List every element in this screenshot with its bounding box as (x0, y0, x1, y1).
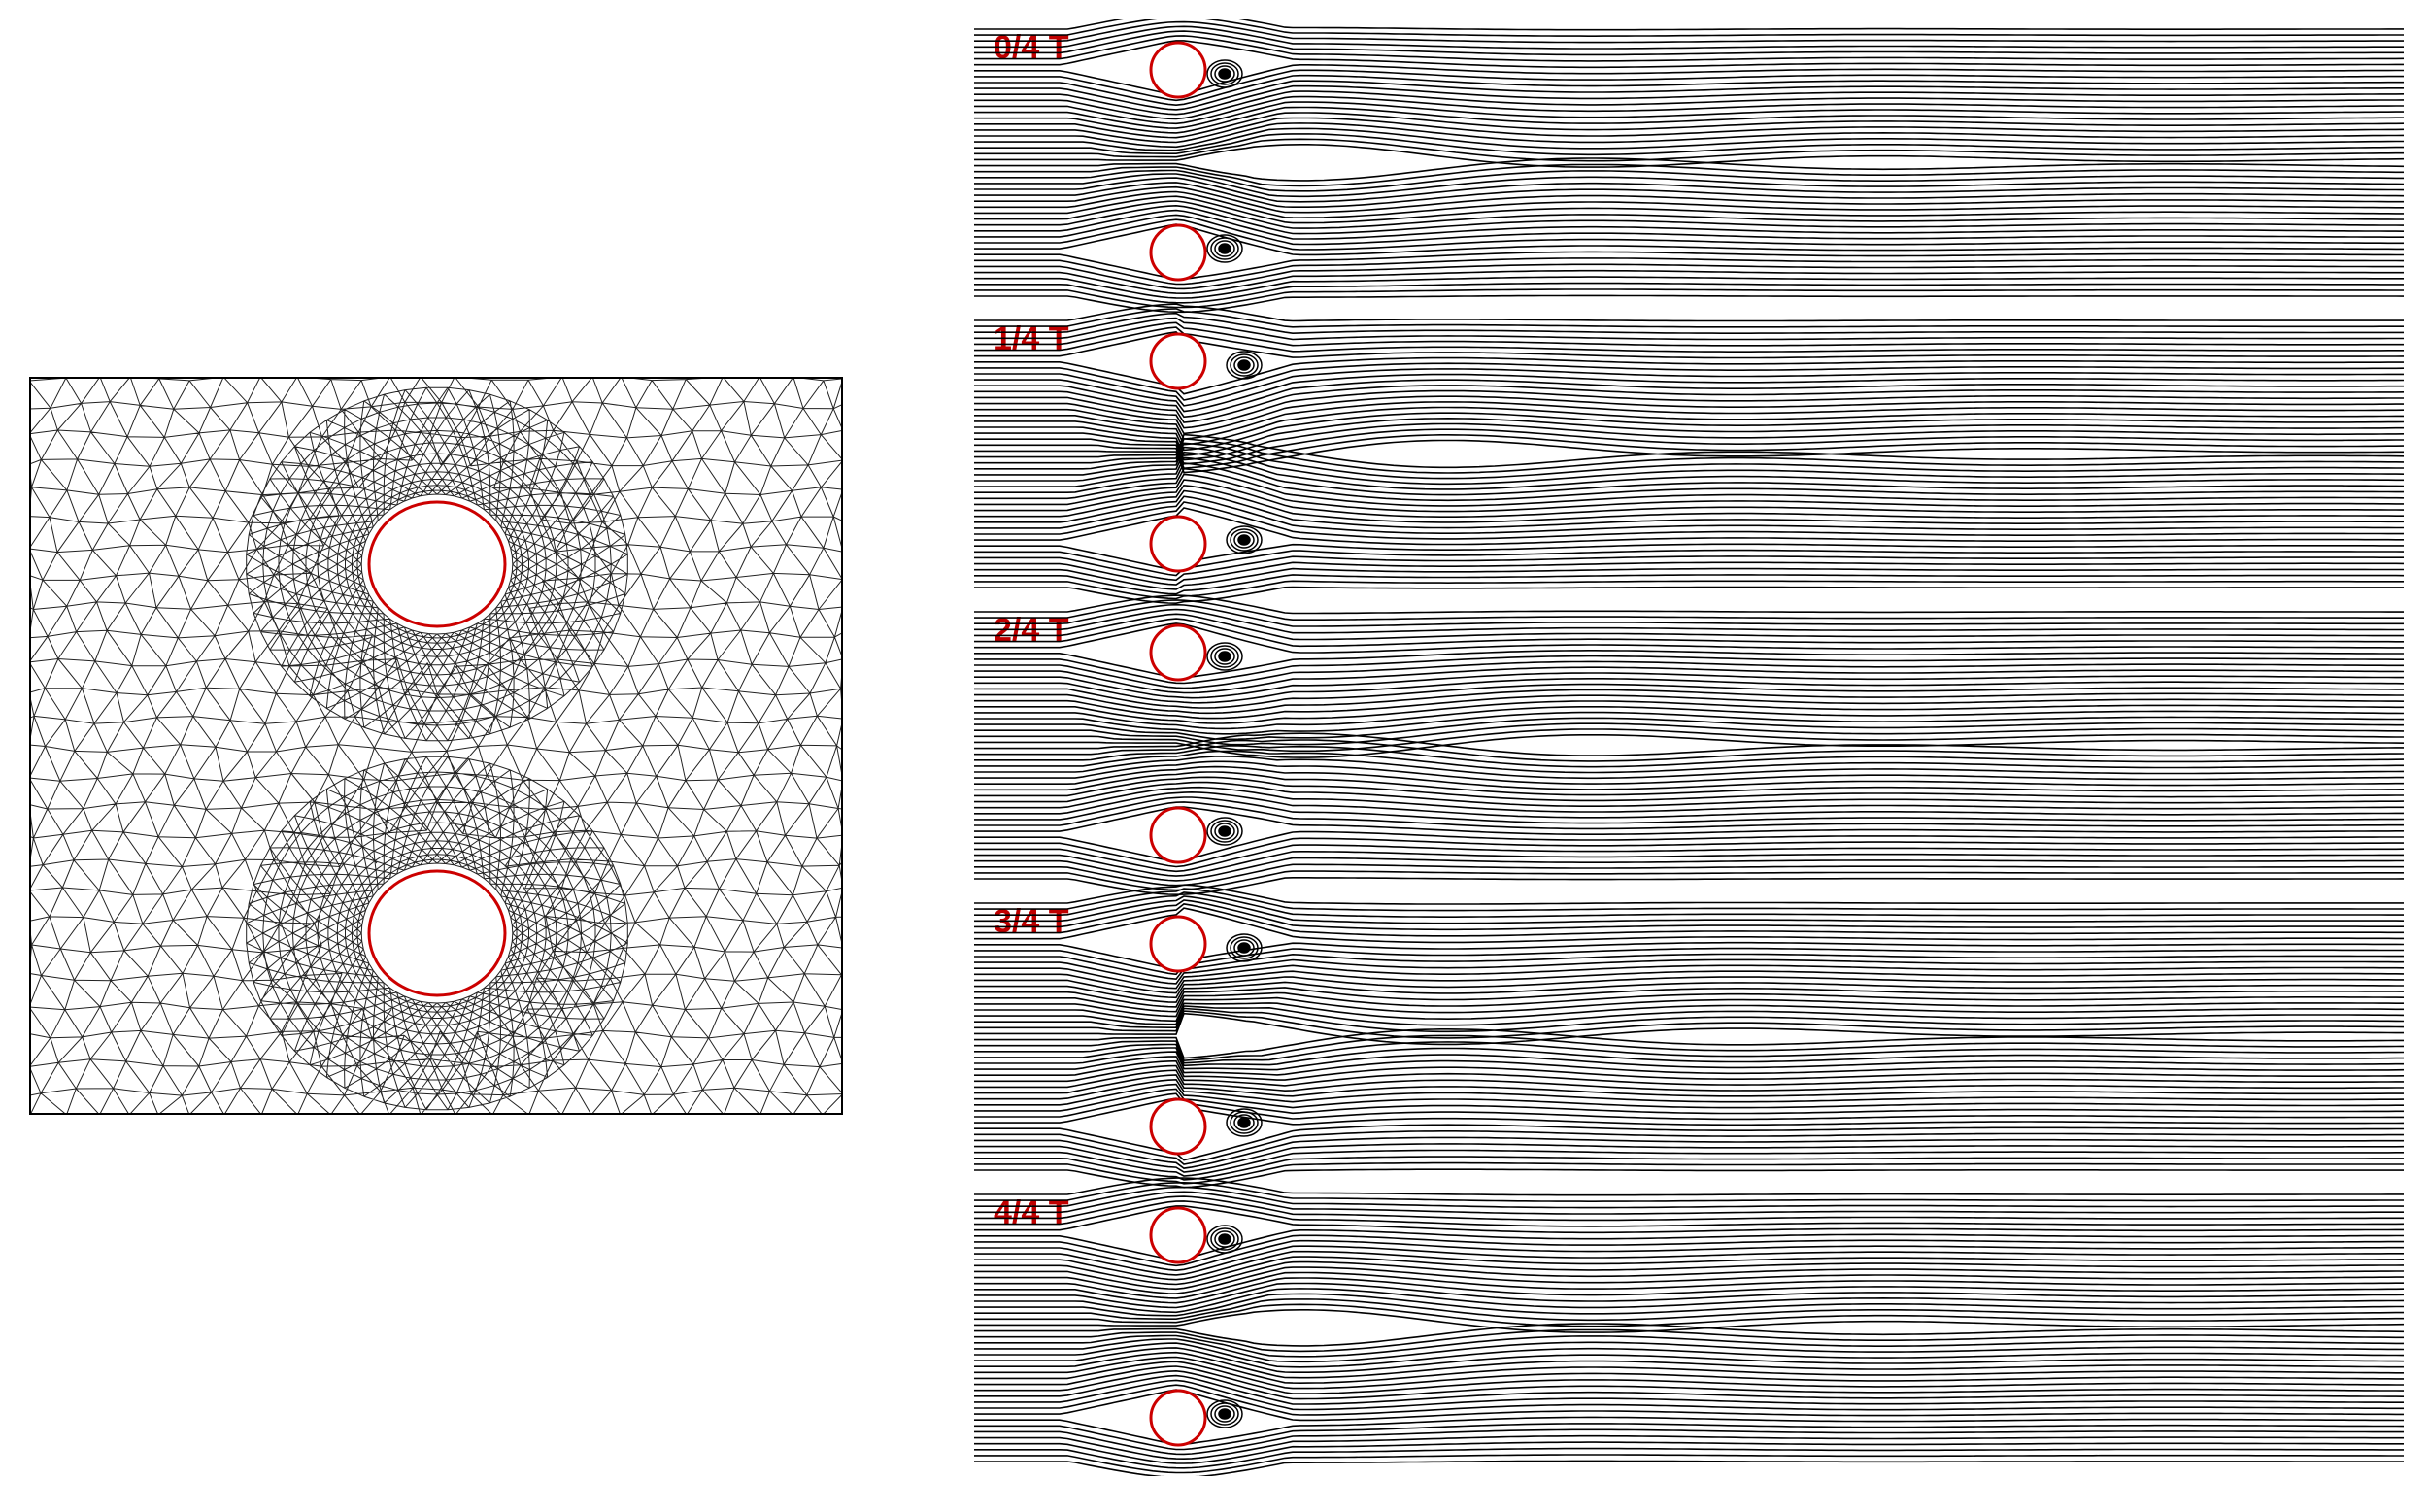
snapshot-1: 1/4 T (974, 303, 2405, 605)
vortex-ring (1237, 534, 1251, 546)
cylinder (1149, 1389, 1207, 1447)
streamline-set (974, 19, 2405, 314)
vortex-ring (1237, 942, 1251, 954)
domain-border (29, 377, 843, 1115)
snapshot-3: 3/4 T (974, 884, 2405, 1189)
lower-cylinder (367, 869, 507, 997)
snapshot-2: 2/4 T (974, 594, 2405, 896)
vortex-ring (1218, 243, 1231, 254)
vortex-ring (1218, 825, 1231, 837)
vortex-ring (1218, 68, 1231, 80)
snapshot-0: 0/4 T (974, 19, 2405, 314)
streamlines (974, 1177, 2405, 1476)
streamlines (974, 884, 2405, 1189)
cylinder (1149, 915, 1207, 973)
vortex-ring (1210, 820, 1239, 843)
snapshot-4: 4/4 T (974, 1177, 2405, 1476)
vortex-ring (1210, 645, 1239, 668)
streamlines (974, 303, 2405, 605)
vortex-ring (1214, 1230, 1235, 1248)
upper-cylinder (367, 500, 507, 628)
streamline-set (974, 303, 2405, 605)
cylinder (1149, 41, 1207, 99)
vortex-ring (1206, 1225, 1243, 1254)
cylinder (1149, 223, 1207, 282)
vortex-ring (1230, 528, 1259, 552)
vortex-ring (1230, 1111, 1259, 1134)
streamlines (974, 19, 2405, 314)
vortex-ring (1206, 234, 1243, 263)
mesh-triangles (29, 377, 843, 1115)
streamline-set (974, 884, 2405, 1189)
vortex-ring (1210, 237, 1239, 260)
cylinder (1149, 1097, 1207, 1156)
vortex-ring (1226, 525, 1263, 554)
vortex-ring (1226, 1108, 1263, 1137)
vortex-ring (1237, 1117, 1251, 1128)
vortex-ring (1233, 356, 1255, 374)
mesh-edges (29, 377, 843, 1115)
vortex-ring (1206, 642, 1243, 671)
vortex-ring (1206, 817, 1243, 846)
vortex-ring (1226, 351, 1263, 380)
vortex-ring (1210, 1402, 1239, 1426)
vortex-ring (1233, 939, 1255, 957)
vortex-ring (1218, 1408, 1231, 1420)
vortex-ring (1214, 65, 1235, 83)
vortex-ring (1214, 240, 1235, 257)
vortex-ring (1230, 353, 1259, 377)
vortex-ring (1214, 823, 1235, 840)
cylinder (1149, 623, 1207, 682)
cylinder (1149, 515, 1207, 573)
streamline-set (974, 594, 2405, 896)
vortex-ring (1206, 59, 1243, 88)
vortex-ring (1233, 531, 1255, 549)
cylinder (1149, 806, 1207, 864)
vortex-ring (1226, 933, 1263, 962)
vortex-ring (1230, 936, 1259, 959)
streamline-snapshots: 0/4 T 1/4 T 2/4 T 3/4 T 4/4 T (974, 19, 2405, 1476)
streamline-set (974, 1177, 2405, 1476)
vortex-ring (1214, 648, 1235, 665)
vortex-ring (1214, 1405, 1235, 1423)
vortex-ring (1210, 62, 1239, 85)
streamlines (974, 594, 2405, 896)
vortex-ring (1237, 359, 1251, 371)
cylinder (1149, 332, 1207, 390)
vortex-ring (1218, 1233, 1231, 1245)
vortex-ring (1206, 1399, 1243, 1428)
triangular-mesh-diagram (29, 377, 843, 1115)
vortex-ring (1233, 1114, 1255, 1131)
vortex-ring (1210, 1227, 1239, 1251)
cylinder (1149, 1206, 1207, 1264)
vortex-ring (1218, 651, 1231, 662)
